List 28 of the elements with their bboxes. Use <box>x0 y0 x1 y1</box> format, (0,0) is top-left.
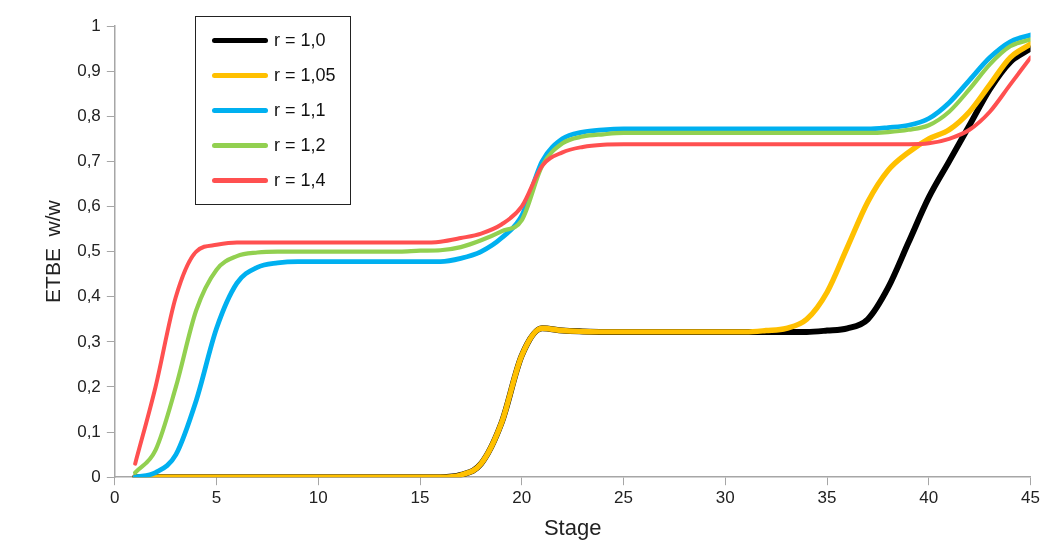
y-tick-label: 0,9 <box>77 60 101 80</box>
x-tick-label: 45 <box>1021 488 1041 508</box>
x-tick-label: 35 <box>817 488 837 508</box>
y-tick-label: 0,4 <box>77 286 101 306</box>
x-tick-label: 5 <box>211 488 222 508</box>
x-tick-label: 20 <box>512 488 532 508</box>
y-tick-label: 1 <box>91 15 101 35</box>
legend-label: r = 1,1 <box>274 100 326 121</box>
y-tick-label: 0,1 <box>77 421 101 441</box>
x-tick-label: 0 <box>110 488 120 508</box>
y-tick-label: 0 <box>91 466 101 486</box>
x-tick-label: 15 <box>410 488 430 508</box>
legend-label: r = 1,4 <box>274 170 326 191</box>
x-tick-label: 40 <box>919 488 939 508</box>
y-tick-label: 0,3 <box>77 331 101 351</box>
x-tick-label: 30 <box>715 488 735 508</box>
y-axis-title: ETBE w/w <box>41 199 65 303</box>
x-tick-label: 25 <box>614 488 634 508</box>
x-axis-title: Stage <box>543 514 602 540</box>
legend-label: r = 1,2 <box>274 135 326 156</box>
y-tick-label: 0,5 <box>77 241 101 261</box>
legend-label: r = 1,0 <box>274 30 326 51</box>
x-tick-label: 10 <box>308 488 328 508</box>
y-tick-label: 0,7 <box>77 151 101 171</box>
y-tick-label: 0,6 <box>77 196 101 216</box>
y-tick-label: 0,8 <box>77 105 101 125</box>
y-tick-label: 0,2 <box>77 376 101 396</box>
legend-label: r = 1,05 <box>274 65 336 86</box>
